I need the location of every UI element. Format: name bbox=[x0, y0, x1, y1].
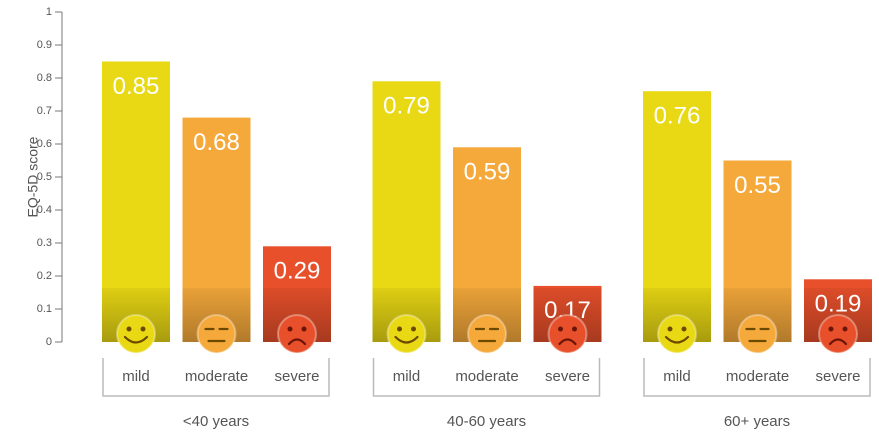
face-icon bbox=[116, 314, 156, 354]
face-eye bbox=[411, 326, 416, 332]
series-label: mild bbox=[393, 368, 421, 385]
face-eye bbox=[397, 326, 402, 332]
face-eye bbox=[558, 326, 563, 332]
face-eye bbox=[681, 326, 687, 332]
series-label: moderate bbox=[726, 368, 789, 385]
value-label: 0.76 bbox=[654, 103, 701, 130]
x-tick-label: <40 years bbox=[183, 413, 249, 430]
face-eye bbox=[828, 326, 834, 332]
y-tick-label: 0.5 bbox=[37, 171, 52, 183]
series-label: moderate bbox=[455, 368, 518, 385]
y-tick-label: 0.7 bbox=[37, 105, 52, 117]
face-mouth bbox=[123, 335, 149, 344]
face-eye bbox=[287, 326, 293, 332]
y-tick-label: 0 bbox=[46, 336, 52, 348]
face-mouth bbox=[287, 338, 307, 346]
group-bracket bbox=[102, 358, 330, 397]
y-tick-label: 0.1 bbox=[37, 303, 52, 315]
face-eye bbox=[667, 326, 673, 332]
face-mouth bbox=[664, 335, 690, 344]
face-icon bbox=[277, 314, 317, 354]
value-label: 0.55 bbox=[734, 172, 781, 199]
face-mouth bbox=[394, 335, 419, 344]
face-icon bbox=[467, 314, 507, 354]
face-icon bbox=[818, 314, 858, 354]
face-eye bbox=[842, 326, 848, 332]
value-label: 0.29 bbox=[274, 258, 321, 285]
y-tick-label: 0.8 bbox=[37, 72, 52, 84]
series-label: mild bbox=[122, 368, 150, 385]
value-label: 0.85 bbox=[113, 73, 160, 100]
face-icon bbox=[386, 314, 427, 354]
face-eye bbox=[301, 326, 307, 332]
y-tick-label: 0.4 bbox=[37, 204, 52, 216]
y-axis-label: EQ-5D score bbox=[25, 136, 41, 217]
face-eye bbox=[572, 326, 577, 332]
value-label: 0.79 bbox=[383, 93, 430, 120]
y-tick-label: 0.3 bbox=[37, 237, 52, 249]
x-tick-label: 40-60 years bbox=[447, 413, 526, 430]
series-label: severe bbox=[545, 368, 590, 385]
y-tick-label: 0.6 bbox=[37, 138, 52, 150]
face-eye bbox=[126, 326, 132, 332]
x-tick-label: 60+ years bbox=[724, 413, 790, 430]
y-tick-label: 0.2 bbox=[37, 270, 52, 282]
face-icon bbox=[737, 314, 778, 354]
group-bracket bbox=[372, 358, 601, 397]
value-label: 0.19 bbox=[815, 291, 862, 318]
face-mouth bbox=[828, 338, 848, 346]
value-label: 0.68 bbox=[193, 129, 240, 156]
face-mouth bbox=[558, 338, 577, 346]
series-label: severe bbox=[815, 368, 860, 385]
face-icon bbox=[657, 314, 697, 354]
face-icon bbox=[547, 314, 588, 354]
y-tick-label: 0.9 bbox=[37, 39, 52, 51]
y-tick-label: 1 bbox=[46, 6, 52, 18]
face-icon bbox=[196, 314, 237, 354]
group-bracket bbox=[643, 358, 871, 397]
series-label: severe bbox=[274, 368, 319, 385]
series-label: moderate bbox=[185, 368, 248, 385]
face-eye bbox=[140, 326, 146, 332]
value-label: 0.59 bbox=[464, 159, 511, 186]
series-label: mild bbox=[663, 368, 691, 385]
